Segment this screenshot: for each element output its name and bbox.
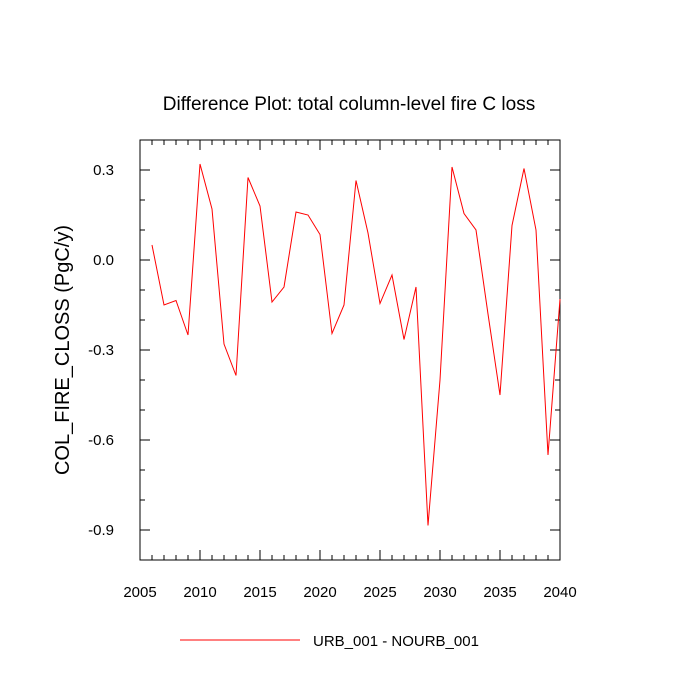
plot-frame <box>139 139 561 561</box>
x-tick-label: 2030 <box>423 584 456 601</box>
y-tick-label: -0.3 <box>88 342 114 359</box>
x-tick-label: 2020 <box>303 584 336 601</box>
x-axis-tick-labels: 2005 2010 2015 2020 2025 2030 2035 2040 <box>123 584 576 601</box>
y-tick-label: -0.9 <box>88 522 114 539</box>
y-axis-tick-labels: -0.9 -0.6 -0.3 0.0 0.3 <box>88 162 114 539</box>
y-tick-label: -0.6 <box>88 432 114 449</box>
y-axis-label: COL_FIRE_CLOSS (PgC/y) <box>52 225 74 475</box>
x-tick-label: 2025 <box>363 584 396 601</box>
y-tick-label: 0.0 <box>93 252 114 269</box>
y-tick-label: 0.3 <box>93 162 114 179</box>
legend-label: URB_001 - NOURB_001 <box>313 633 479 650</box>
series-layer <box>151 163 561 526</box>
x-tick-label: 2015 <box>243 584 276 601</box>
x-tick-label: 2040 <box>543 584 576 601</box>
chart-title: Difference Plot: total column-level fire… <box>163 94 535 115</box>
series-line <box>151 163 561 526</box>
legend: URB_001 - NOURB_001 <box>180 633 479 650</box>
axis-ticks <box>139 139 561 561</box>
x-tick-label: 2035 <box>483 584 516 601</box>
x-tick-label: 2010 <box>183 584 216 601</box>
x-tick-label: 2005 <box>123 584 156 601</box>
